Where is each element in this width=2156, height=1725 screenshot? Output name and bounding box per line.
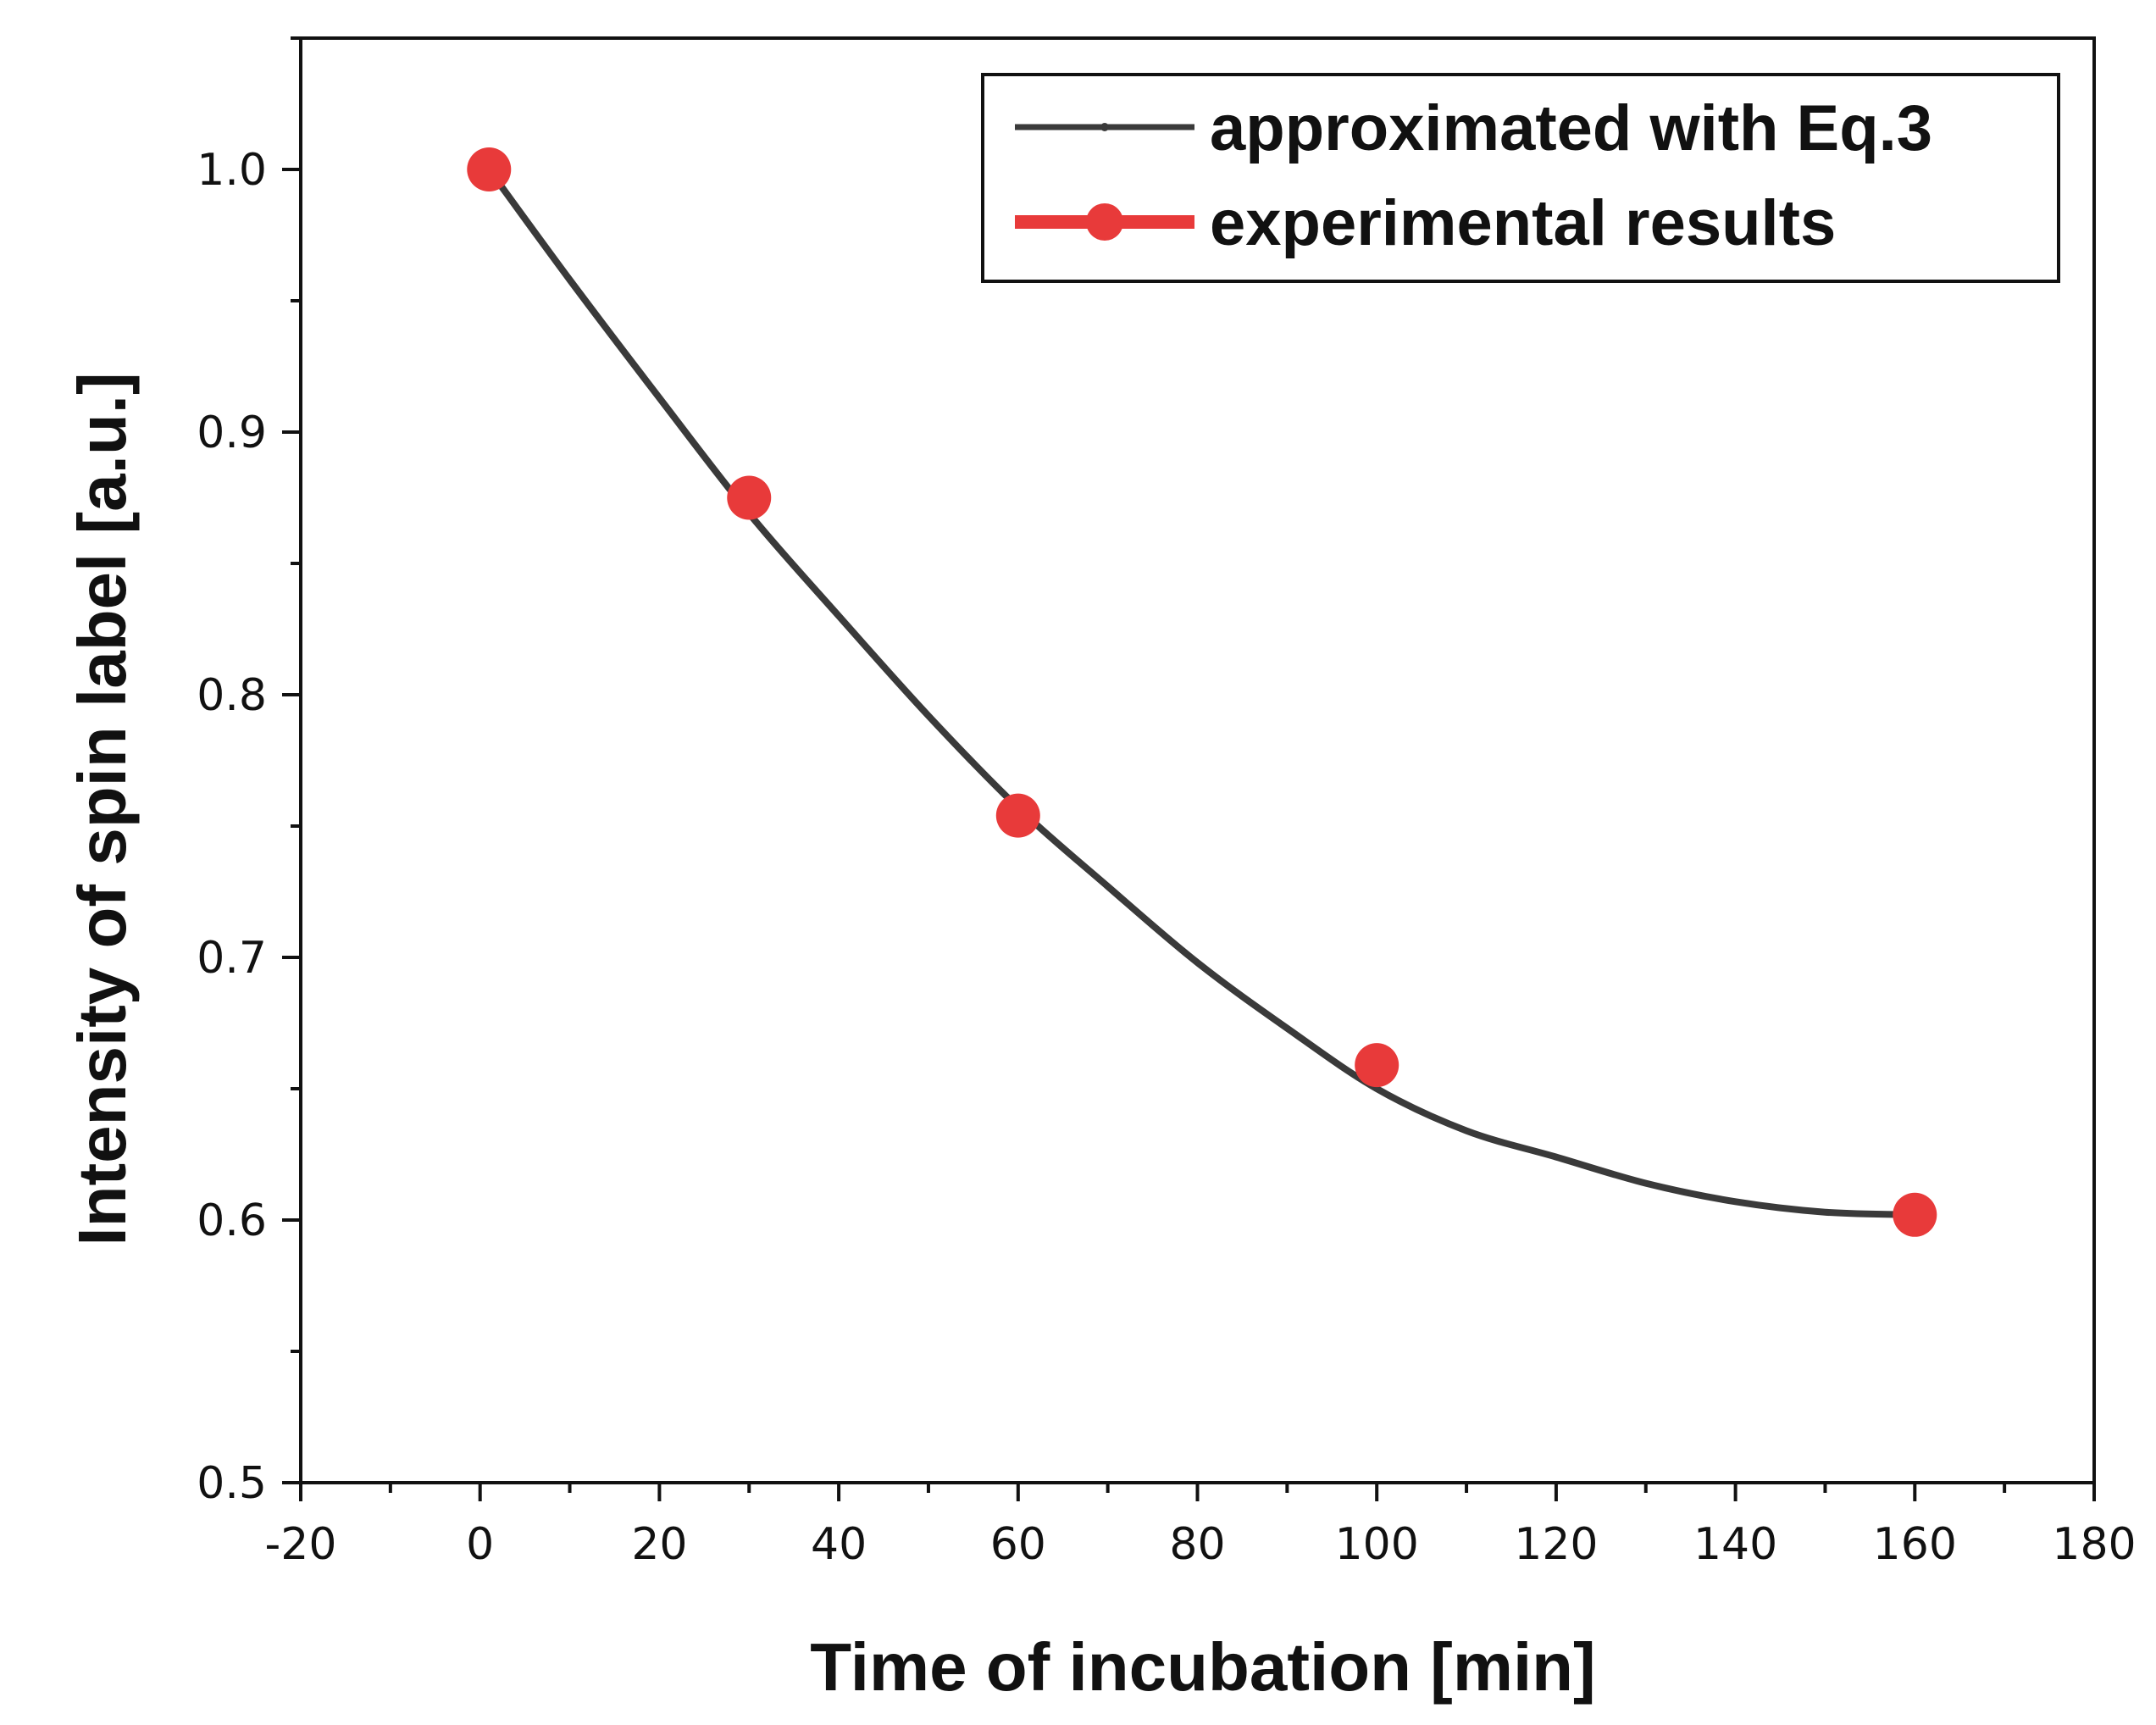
experimental-point [1355, 1043, 1399, 1088]
x-tick-label: 80 [1169, 1519, 1225, 1570]
y-tick-label: 0.6 [197, 1195, 267, 1246]
x-tick-label: 140 [1693, 1519, 1777, 1570]
legend-fit-dot-icon [1100, 123, 1109, 131]
x-tick-label: 100 [1335, 1519, 1419, 1570]
legend-fit-label: approximated with Eq.3 [1210, 92, 1932, 164]
y-tick-label: 1.0 [197, 145, 267, 196]
experimental-point [995, 793, 1040, 838]
y-axis-title: Intensity of spin label [a.u.] [64, 372, 140, 1245]
x-tick-label: 120 [1514, 1519, 1598, 1570]
x-tick-label: 40 [811, 1519, 867, 1570]
x-axis-title: Time of incubation [min] [810, 1629, 1595, 1705]
y-tick-label: 0.8 [197, 670, 267, 721]
experimental-point [467, 147, 512, 191]
x-tick-label: 20 [631, 1519, 687, 1570]
legend: approximated with Eq.3 experimental resu… [981, 73, 2060, 283]
experimental-marker-layer [467, 147, 1937, 1237]
x-tick-label: 0 [466, 1519, 494, 1570]
x-tick-label: -20 [265, 1519, 337, 1570]
y-tick-label: 0.5 [197, 1458, 267, 1509]
fit-curve-layer [485, 166, 1919, 1218]
fit-curve [485, 166, 1919, 1218]
legend-marker-label: experimental results [1210, 187, 1836, 259]
experimental-point [727, 475, 772, 520]
y-axis: 0.5 0.6 0.7 0.8 0.9 1.0 [197, 36, 301, 1509]
y-tick-label: 0.9 [197, 408, 267, 458]
x-tick-label: 60 [990, 1519, 1046, 1570]
x-axis: -20 0 20 40 60 80 100 120 140 160 180 [265, 1483, 2137, 1570]
legend-box [981, 73, 2060, 283]
x-tick-label: 180 [2052, 1519, 2136, 1570]
x-tick-label: 160 [1873, 1519, 1957, 1570]
experimental-point [1893, 1192, 1937, 1237]
legend-marker-dot-icon [1086, 203, 1123, 241]
y-tick-label: 0.7 [197, 933, 267, 984]
